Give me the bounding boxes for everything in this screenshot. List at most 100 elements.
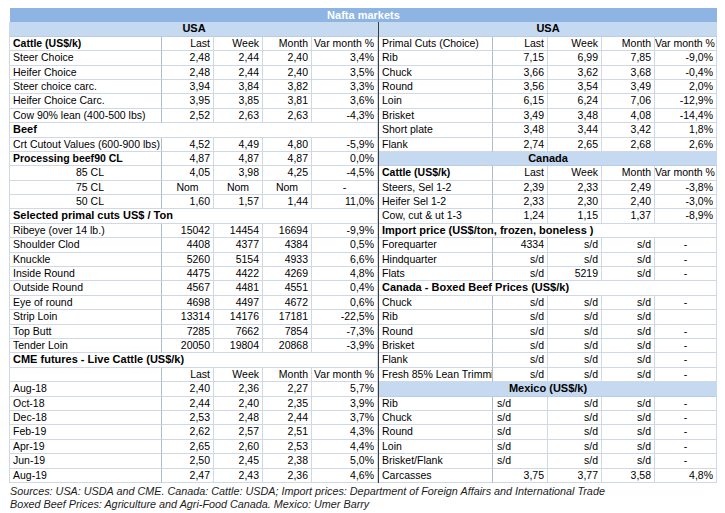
value-cell: 4,8% [312, 267, 378, 281]
section-title-row: Beef [10, 123, 378, 137]
row-label: Brisket [379, 109, 493, 123]
value-cell: 3,85 [214, 94, 263, 108]
value-cell: 2,44 [214, 66, 263, 80]
row-sub-label: 75 CL [76, 181, 161, 194]
value-cell: 2,40 [602, 195, 655, 209]
table-row: Flanks/ds/ds/d- [379, 353, 717, 367]
row-sub-label: 50 CL [76, 195, 161, 208]
value-cell: 2,27 [263, 382, 312, 396]
nafta-markets-spreadsheet: Nafta markets USACattle (US$/k)LastWeekM… [10, 8, 717, 483]
table-row: Aug-182,402,362,275,7% [10, 382, 378, 396]
value-cell: -22,5% [312, 310, 378, 324]
row-label: Steer Choice [10, 51, 162, 65]
value-cell: 0,6% [312, 296, 378, 310]
value-cell: 3,75 [493, 469, 548, 483]
value-cell: 4,87 [162, 152, 214, 166]
row-label: Inside Round [10, 267, 162, 281]
value-cell: - [655, 397, 717, 411]
table-row: Short plate3,483,443,421,8% [379, 123, 717, 137]
value-cell: 1,60 [162, 195, 214, 209]
row-label: Feb-19 [10, 425, 162, 439]
value-cell: 4,3% [312, 425, 378, 439]
row-label: Carcasses [379, 469, 493, 483]
value-cell: 4377 [214, 238, 263, 252]
table-row: 50 CL1,601,571,4411,0% [10, 195, 378, 209]
table-row: Flank2,742,652,682,6% [379, 138, 717, 152]
value-cell: 2,63 [263, 109, 312, 123]
row-label: Steer choice carc. [10, 80, 162, 94]
value-cell: 3,58 [602, 469, 655, 483]
row-label: Strip Loin [10, 310, 162, 324]
table-row: Round3,563,543,492,0% [379, 80, 717, 94]
value-cell: s/d [602, 253, 655, 267]
value-cell: 6,24 [548, 94, 602, 108]
value-cell: 3,49 [493, 109, 548, 123]
value-cell: - [655, 325, 717, 339]
value-cell: 4475 [162, 267, 214, 281]
table-row: Inside Round4475442242694,8% [10, 267, 378, 281]
value-cell: 3,49 [602, 80, 655, 94]
value-cell: 3,77 [548, 469, 602, 483]
value-cell: 2,44 [263, 411, 312, 425]
table-row: Jun-192,502,452,385,0% [10, 454, 378, 468]
value-cell: 2,33 [493, 195, 548, 209]
row-label: Loin [379, 440, 493, 454]
row-label: Shoulder Clod [10, 238, 162, 252]
table-row: Carcasses3,753,773,584,8% [379, 469, 717, 483]
value-cell: -3,9% [312, 339, 378, 353]
value-cell: -7,3% [312, 325, 378, 339]
left-table: USACattle (US$/k)LastWeekMonthVar month … [10, 22, 378, 483]
value-cell: 2,48 [214, 411, 263, 425]
column-header-cell: Last [162, 37, 214, 51]
value-cell: s/d [493, 296, 548, 310]
value-cell: 1,8% [655, 123, 717, 137]
value-cell: 4408 [162, 238, 214, 252]
table-row: Ribeye (over 14 lb.)150421445416694-9,9% [10, 224, 378, 238]
value-cell: 7854 [263, 325, 312, 339]
table-row: Ribs/ds/ds/d [379, 310, 717, 324]
value-cell: -3,0% [655, 195, 717, 209]
row-label: Flank [379, 353, 493, 367]
value-cell: - [655, 253, 717, 267]
row-label: Cattle (US$/k) [379, 166, 493, 180]
row-label: Heifer Choice [10, 66, 162, 80]
table-row: Hindquarters/ds/ds/d- [379, 253, 717, 267]
row-label: Chuck [379, 411, 493, 425]
value-cell: 3,81 [263, 94, 312, 108]
column-header-cell: Var month % [312, 368, 378, 382]
value-cell: 2,65 [548, 138, 602, 152]
value-cell: 3,84 [214, 80, 263, 94]
table-row: Flatss/d5219s/d- [379, 267, 717, 281]
row-label: Tender Loin [10, 339, 162, 353]
row-label: Aug-18 [10, 382, 162, 396]
value-cell: 2,62 [162, 425, 214, 439]
value-cell: s/d [548, 411, 602, 425]
value-cell: s/d [602, 454, 655, 468]
value-cell: s/d [493, 267, 548, 281]
section-header-row: Mexico (US$/k) [379, 382, 717, 396]
row-label: Outside Round [10, 281, 162, 295]
table-row: Oct-182,442,402,353,9% [10, 397, 378, 411]
column-header-row: LastWeekMonthVar month % [10, 368, 378, 382]
value-cell: 11,0% [312, 195, 378, 209]
row-label: Eye of round [10, 296, 162, 310]
value-cell: 2,38 [263, 454, 312, 468]
value-cell: -0,4% [655, 66, 717, 80]
value-cell: 5,7% [312, 382, 378, 396]
value-cell: s/d [548, 454, 602, 468]
value-cell: 3,68 [602, 66, 655, 80]
section-header-row: USA [10, 22, 378, 36]
value-cell: 4,52 [162, 138, 214, 152]
column-header-cell: Week [214, 37, 263, 51]
value-cell: 5,0% [312, 454, 378, 468]
value-cell: -14,4% [655, 109, 717, 123]
table-row: 85 CL4,053,984,25-4,5% [10, 166, 378, 180]
value-cell: 2,60 [214, 440, 263, 454]
table-row: Outside Round4567448145510,4% [10, 281, 378, 295]
value-cell: 2,0% [655, 80, 717, 94]
table-row: Chucks/ds/ds/d- [379, 296, 717, 310]
value-cell: s/d [493, 425, 548, 439]
row-label: Top Butt [10, 325, 162, 339]
column-header-cell: Last [493, 166, 548, 180]
value-cell: 1,15 [548, 209, 602, 223]
